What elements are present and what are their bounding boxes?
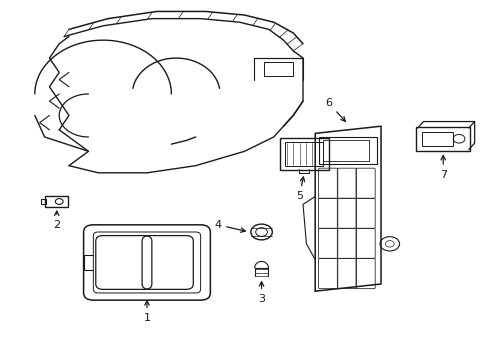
Text: 4: 4	[214, 220, 245, 232]
Text: 6: 6	[325, 98, 345, 121]
Text: 2: 2	[53, 211, 60, 230]
Text: 3: 3	[258, 282, 264, 304]
Text: 1: 1	[143, 301, 150, 323]
Text: 5: 5	[295, 177, 304, 201]
Text: 7: 7	[439, 156, 446, 180]
